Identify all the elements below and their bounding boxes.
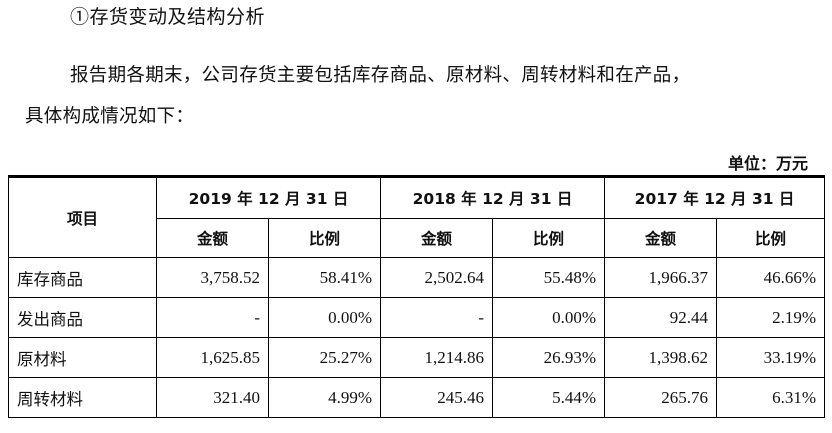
ratio-cell: 4.99% [267, 377, 382, 418]
period-header: 2018 年 12 月 31 日 [380, 176, 606, 219]
item-header: 项目 [8, 176, 157, 258]
unit-label: 单位：万元 [727, 154, 808, 173]
ratio-cell: 46.66% [716, 257, 826, 298]
amount-cell: 245.46 [380, 377, 494, 418]
table-row: 发出商品 - 0.00% - 0.00% 92.44 2.19% [8, 297, 826, 338]
ratio-cell: 2.19% [716, 297, 826, 338]
table-row: 原材料 1,625.85 25.27% 1,214.86 26.93% 1,39… [8, 337, 826, 378]
table-header-row: 项目 2019 年 12 月 31 日 2018 年 12 月 31 日 201… [8, 176, 826, 258]
ratio-cell: 55.48% [492, 257, 606, 298]
ratio-cell: 58.41% [267, 257, 382, 298]
row-label: 周转材料 [8, 377, 157, 418]
paragraph-line-1: 报告期各期末，公司存货主要包括库存商品、原材料、周转材料和在产品， [70, 65, 691, 86]
row-label: 库存商品 [8, 257, 157, 298]
amount-cell: 1,398.62 [604, 337, 718, 378]
amount-cell: 92.44 [604, 297, 718, 338]
amount-header: 金额 [156, 218, 269, 258]
amount-cell: 1,625.85 [156, 337, 269, 378]
ratio-header: 比例 [267, 218, 382, 258]
row-label: 原材料 [8, 337, 157, 378]
ratio-cell: 25.27% [267, 337, 382, 378]
amount-cell: 265.76 [604, 377, 718, 418]
ratio-cell: 5.44% [492, 377, 606, 418]
amount-cell: - [380, 297, 494, 338]
amount-header: 金额 [380, 218, 494, 258]
amount-cell: 321.40 [156, 377, 269, 418]
amount-cell: - [156, 297, 269, 338]
section-heading: ①存货变动及结构分析 [70, 6, 266, 28]
table-row: 库存商品 3,758.52 58.41% 2,502.64 55.48% 1,9… [8, 257, 826, 298]
ratio-cell: 26.93% [492, 337, 606, 378]
amount-cell: 1,966.37 [604, 257, 718, 298]
amount-cell: 2,502.64 [380, 257, 494, 298]
period-header: 2017 年 12 月 31 日 [604, 176, 826, 219]
amount-cell: 1,214.86 [380, 337, 494, 378]
ratio-cell: 33.19% [716, 337, 826, 378]
ratio-cell: 0.00% [267, 297, 382, 338]
ratio-header: 比例 [716, 218, 826, 258]
ratio-header: 比例 [492, 218, 606, 258]
table-subheader-row: 金额 比例 金额 比例 金额 比例 [9, 218, 826, 258]
ratio-cell: 6.31% [716, 377, 826, 418]
amount-cell: 3,758.52 [156, 257, 269, 298]
table-row: 周转材料 321.40 4.99% 245.46 5.44% 265.76 6.… [8, 377, 826, 418]
ratio-cell: 0.00% [492, 297, 606, 338]
amount-header: 金额 [604, 218, 718, 258]
row-label: 发出商品 [8, 297, 157, 338]
period-header: 2019 年 12 月 31 日 [155, 176, 382, 219]
paragraph-line-2: 具体构成情况如下： [25, 106, 195, 127]
inventory-table: 项目 2019 年 12 月 31 日 2018 年 12 月 31 日 201… [8, 175, 826, 418]
